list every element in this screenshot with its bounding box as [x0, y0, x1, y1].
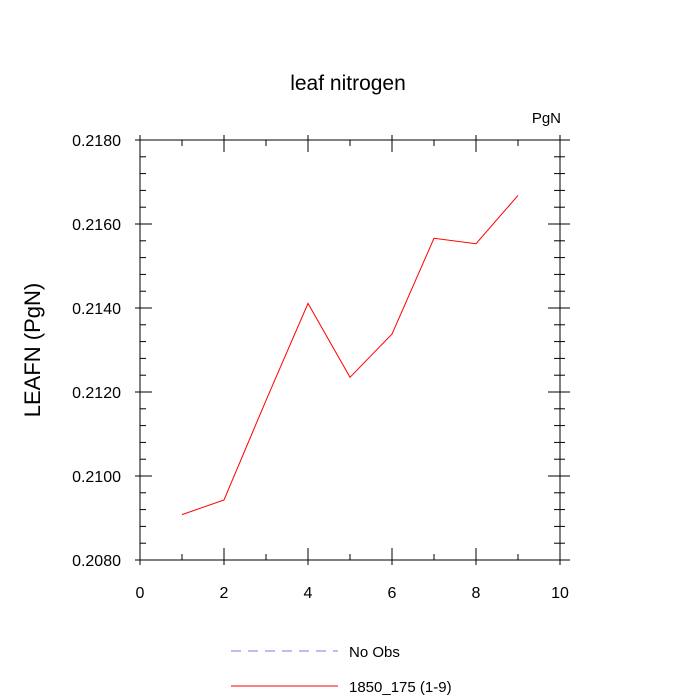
- y-tick-label: 0.2100: [72, 469, 121, 486]
- y-tick-label: 0.2160: [72, 217, 121, 234]
- legend-label-0: No Obs: [349, 644, 400, 661]
- plot-frame: [139, 139, 561, 561]
- x-tick-labels: 0 2 4 6 8 10: [136, 585, 569, 602]
- legend: No Obs 1850_175 (1-9): [231, 644, 452, 696]
- x-tick-label: 4: [304, 585, 313, 602]
- y-tick-label: 0.2080: [72, 553, 121, 570]
- y-axis-label: LEAFN (PgN): [20, 283, 45, 417]
- series-line-1: [181, 195, 519, 516]
- x-tick-label: 10: [551, 585, 569, 602]
- units-label: PgN: [532, 110, 561, 127]
- x-tick-label: 0: [136, 585, 145, 602]
- y-tick-label: 0.2180: [72, 133, 121, 150]
- x-tick-label: 2: [220, 585, 229, 602]
- tick-marks: [135, 135, 570, 565]
- x-tick-label: 6: [388, 585, 397, 602]
- chart-title: leaf nitrogen: [290, 72, 406, 95]
- x-tick-label: 8: [472, 585, 481, 602]
- series-lines: [181, 195, 519, 516]
- y-tick-label: 0.2140: [72, 301, 121, 318]
- y-tick-labels: 0.2080 0.2100 0.2120 0.2140 0.2160 0.2180: [72, 133, 121, 570]
- y-tick-label: 0.2120: [72, 385, 121, 402]
- legend-label-1: 1850_175 (1-9): [349, 679, 452, 696]
